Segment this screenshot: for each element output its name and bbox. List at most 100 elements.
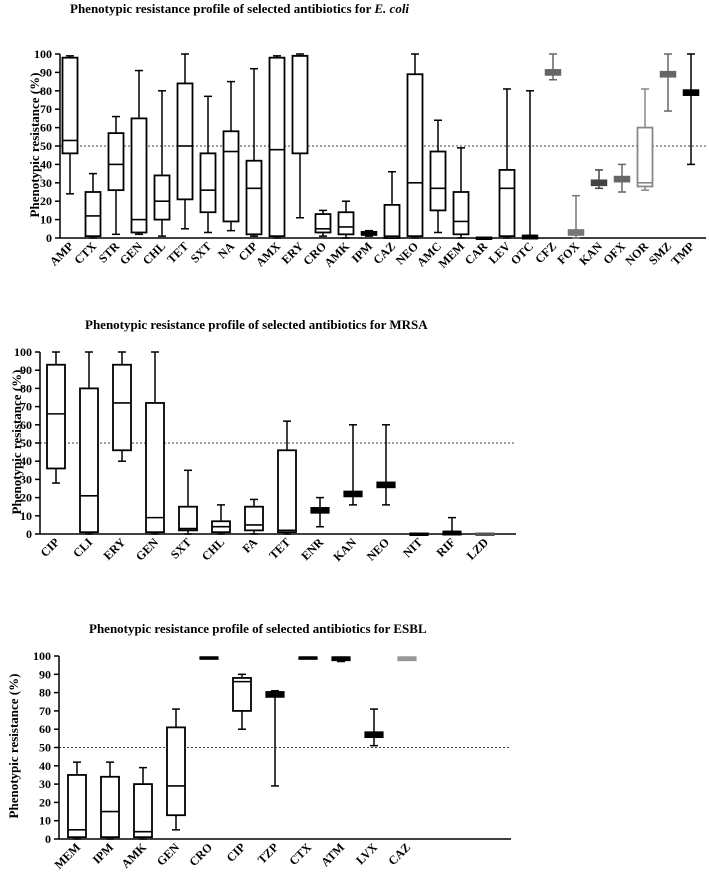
box-iqr [222,130,240,223]
box-lzd [475,532,495,536]
panel-title-mrsa: Phenotypic resistance profile of selecte… [85,317,428,332]
category-label: AMK [118,840,149,871]
category-label: ATM [318,840,347,869]
y-axis-label-mrsa: Phenotypic resistance (%) [9,370,24,515]
box-fa [244,498,264,535]
y-tick-label: 100 [14,345,32,359]
box-iqr [244,505,264,532]
box-iqr [498,169,516,238]
box-caz [383,171,401,239]
box-chl [211,504,231,535]
box-iqr [429,150,447,212]
category-label: TMP [668,239,697,268]
box-iqr [245,159,263,236]
box-iqr [61,56,79,155]
category-label: NOR [622,239,651,268]
y-tick-label: 60 [39,722,51,736]
box-iqr [153,174,171,221]
box-cli [79,351,99,535]
box-ctx [298,656,318,660]
box-sxt [178,469,198,535]
category-label: KAN [330,535,359,564]
box-amk [337,200,355,239]
y-tick-label: 10 [20,509,32,523]
category-label: CLI [70,535,95,560]
box-ipm [360,229,378,237]
box-cip [46,351,66,484]
category-label: ERY [279,239,307,267]
category-label: NA [215,239,237,261]
box-iqr [46,363,66,470]
box-ipm [100,761,120,840]
box-kan [590,169,608,190]
box-tet [277,420,297,535]
category-label: TET [266,535,293,562]
box-nor [636,88,654,191]
y-tick-label: 70 [39,704,51,718]
category-label: TET [164,239,191,266]
y-tick-label: 20 [39,795,51,809]
y-tick-label: 10 [39,814,51,828]
y-tick-label: 10 [40,213,52,227]
panel-title-esbl: Phenotypic resistance profile of selecte… [89,621,427,636]
box-iqr [84,191,102,238]
category-label: CTX [71,239,99,267]
category-label: CIP [224,840,249,865]
box-lvx [364,708,384,747]
y-tick-label: 50 [40,139,52,153]
plot-esbl: 0 10 20 30 40 50 60 70 80 90 100 MEM IPM AMK GEN CRO CIP… [33,649,511,872]
y-tick-label: 90 [40,65,52,79]
box-iqr [112,363,132,452]
box-iqr [636,126,654,188]
box-cip [245,67,263,237]
category-label: IPM [349,239,375,265]
box-otc [521,90,539,240]
y-tick-label: 70 [20,400,32,414]
box-neo [376,424,396,506]
y-tick-label: 80 [20,381,32,395]
panel-mrsa: Phenotypic resistance profile of selecte… [9,317,516,564]
y-tick-label: 80 [39,686,51,700]
box-cro [199,656,219,660]
category-label: CAZ [385,840,413,868]
category-label: STR [96,239,123,266]
category-label: CHL [140,239,168,267]
category-label: GEN [117,239,146,268]
category-label: CIP [38,535,63,560]
category-label: CTX [286,840,314,868]
box-iqr [383,203,401,239]
plot-mrsa: 0 10 20 30 40 50 60 70 80 90 100 CIP CLI ERY GEN SXT CHL… [14,345,516,564]
category-label: LVX [353,840,380,867]
y-tick-label: 100 [34,47,52,61]
box-rif [442,516,462,536]
box-tmp [682,53,700,166]
box-iqr [176,82,194,201]
box-iqr [406,73,424,238]
category-label: CHL [199,535,227,563]
box-iqr [314,213,332,234]
y-tick-label: 100 [33,649,51,663]
y-tick-label: 0 [26,527,32,541]
category-label: IPM [90,840,116,866]
box-iqr [100,775,120,839]
box-iqr [452,191,470,236]
box-cfz [544,53,562,81]
category-label: LEV [486,239,514,267]
y-axis-label-ecoli: Phenotypic resistance (%) [27,73,42,218]
box-iqr [130,117,148,234]
box-fox [567,194,585,239]
box-str [107,115,125,236]
box-kan [343,424,363,506]
box-iqr [67,774,87,839]
category-label: AMK [321,239,352,270]
category-label: RIF [434,535,459,560]
category-label: OFX [600,239,628,267]
y-tick-label: 60 [40,121,52,135]
box-sxt [199,95,217,234]
box-amc [429,119,447,234]
category-label: CAR [462,239,491,268]
box-iqr [291,54,309,155]
category-label: MEM [52,840,84,872]
box-iqr [277,449,297,534]
box-cro [314,209,332,237]
